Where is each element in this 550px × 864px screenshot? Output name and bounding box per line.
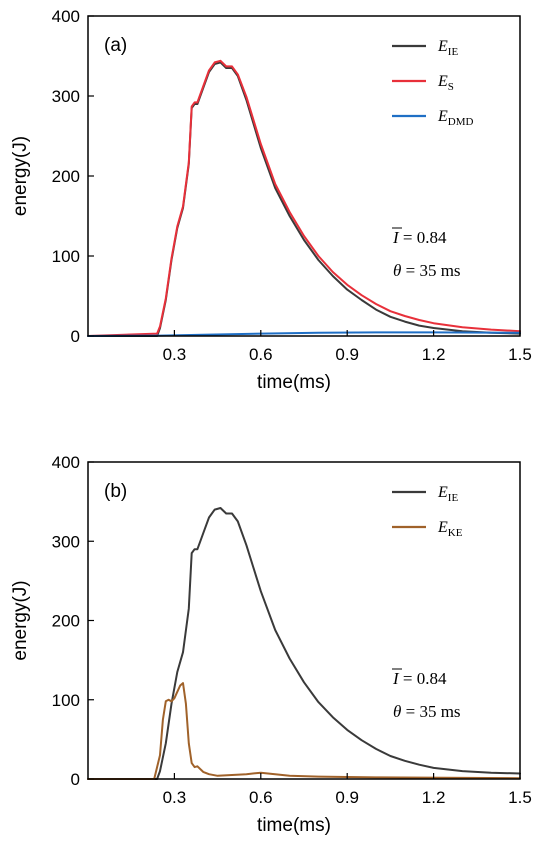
- panel-1: 0.3 0.6 0.9 1.2 1.5 0 100 200 300 400 time(ms) ener…: [10, 453, 532, 836]
- x-tick-label: 1.5: [508, 788, 532, 807]
- y-tick-label: 300: [52, 87, 80, 106]
- x-axis-title: time(ms): [257, 815, 331, 836]
- series-line-ie: [87, 61, 521, 337]
- x-tick-label: 1.2: [422, 345, 446, 364]
- panel-label: (a): [104, 35, 127, 56]
- y-tick-label: 300: [52, 532, 80, 551]
- y-tick-label: 400: [52, 7, 80, 26]
- annotation-1: θ = 35 ms: [393, 261, 461, 280]
- plot-frame: [87, 461, 521, 780]
- y-tick-label: 100: [52, 691, 80, 710]
- y-tick-label: 0: [71, 770, 80, 789]
- series-line-ie: [87, 507, 521, 780]
- annotation-0: I = 0.84: [392, 228, 447, 247]
- x-tick-label: 0.6: [249, 788, 273, 807]
- x-tick-label: 0.9: [335, 788, 359, 807]
- annotation-0: I = 0.84: [392, 669, 447, 688]
- series-line-s: [87, 59, 521, 337]
- x-tick-label: 1.2: [422, 788, 446, 807]
- legend-label-dmd: EDMD: [437, 108, 474, 128]
- y-tick-label: 400: [52, 453, 80, 472]
- legend-label-ie: EIE: [437, 484, 458, 504]
- legend-label-ke: EKE: [437, 519, 463, 539]
- panel-label: (b): [104, 481, 127, 502]
- legend-label-ie: EIE: [437, 38, 458, 58]
- y-tick-label: 200: [52, 167, 80, 186]
- y-axis-title: energy(J): [10, 580, 31, 660]
- legend-label-s: ES: [437, 73, 454, 93]
- y-tick-label: 200: [52, 612, 80, 631]
- y-tick-label: 100: [52, 247, 80, 266]
- x-tick-label: 0.3: [163, 788, 187, 807]
- annotation-1: θ = 35 ms: [393, 702, 461, 721]
- y-tick-label: 0: [71, 327, 80, 346]
- series-line-ke: [87, 682, 521, 780]
- x-tick-label: 1.5: [508, 345, 532, 364]
- y-axis-title: energy(J): [10, 136, 31, 216]
- plot-frame: [87, 15, 521, 337]
- x-tick-label: 0.9: [335, 345, 359, 364]
- panel-0: 0.3 0.6 0.9 1.2 1.5 0 100 200 300 400 time(ms) ener…: [10, 7, 532, 393]
- x-tick-label: 0.6: [249, 345, 273, 364]
- x-axis-title: time(ms): [257, 372, 331, 393]
- x-tick-label: 0.3: [163, 345, 187, 364]
